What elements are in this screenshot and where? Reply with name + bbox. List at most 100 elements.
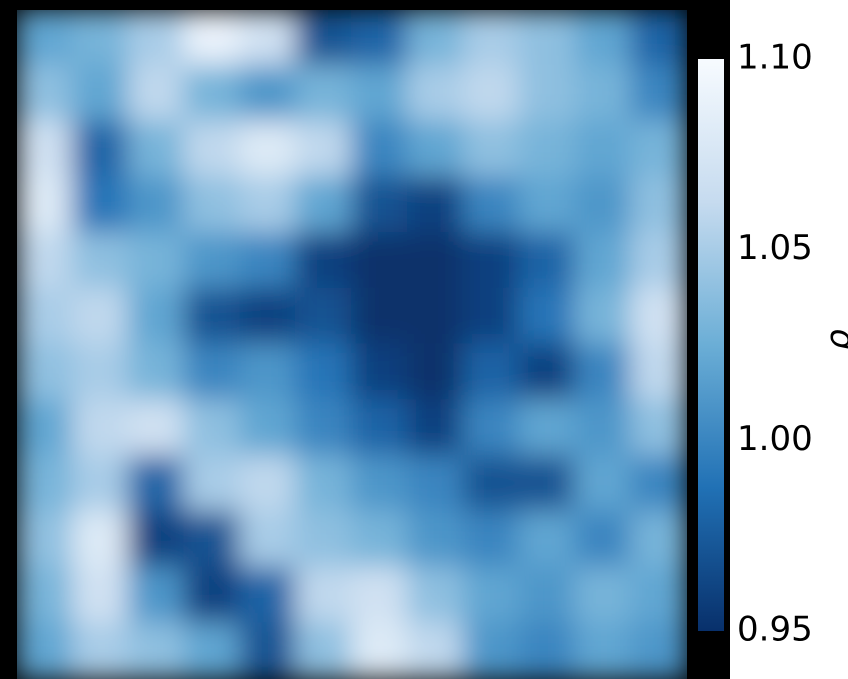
heatmap-cell <box>184 455 242 513</box>
heatmap-cell <box>239 455 297 513</box>
heatmap-cell <box>351 232 409 290</box>
heatmap-cell <box>128 399 186 457</box>
heatmap-cell <box>407 288 465 346</box>
heatmap-cell <box>184 399 242 457</box>
heatmap-cell <box>16 455 74 513</box>
heatmap-cell <box>16 622 74 679</box>
heatmap-cell <box>16 399 74 457</box>
heatmap-cell <box>239 399 297 457</box>
heatmap-cell <box>463 622 521 679</box>
heatmap-cell <box>351 9 409 67</box>
heatmap-cell <box>16 176 74 234</box>
heatmap-cell <box>184 9 242 67</box>
heatmap-cell <box>16 344 74 402</box>
heatmap-cell <box>184 344 242 402</box>
heatmap-cell <box>630 399 688 457</box>
heatmap-cell <box>16 232 74 290</box>
heatmap-cell <box>463 399 521 457</box>
heatmap-cell <box>184 622 242 679</box>
heatmap-cell <box>574 121 632 179</box>
heatmap-cell <box>239 622 297 679</box>
heatmap-cell <box>295 399 353 457</box>
heatmap-cell <box>630 9 688 67</box>
heatmap-cell <box>184 65 242 123</box>
heatmap-cell <box>184 176 242 234</box>
heatmap-cell <box>72 344 130 402</box>
heatmap-cell <box>463 121 521 179</box>
heatmap-cell <box>630 622 688 679</box>
heatmap-cell <box>351 511 409 569</box>
heatmap-cell <box>407 121 465 179</box>
heatmap-cell <box>407 232 465 290</box>
heatmap-cell <box>574 399 632 457</box>
heatmap <box>16 9 688 679</box>
heatmap-cell <box>128 622 186 679</box>
colorbar-tick-label: 1.00 <box>737 419 813 459</box>
heatmap-cell <box>128 176 186 234</box>
colorbar-tick-label: 0.95 <box>737 610 813 650</box>
heatmap-cell <box>72 232 130 290</box>
heatmap-cell <box>72 567 130 625</box>
heatmap-cell <box>574 567 632 625</box>
heatmap-cell <box>351 176 409 234</box>
colorbar <box>698 59 724 631</box>
heatmap-cell <box>463 9 521 67</box>
heatmap-cell <box>630 65 688 123</box>
heatmap-cell <box>184 567 242 625</box>
heatmap-cell <box>519 511 577 569</box>
heatmap-cell <box>239 232 297 290</box>
heatmap-cell <box>519 176 577 234</box>
heatmap-cell <box>463 455 521 513</box>
heatmap-cell <box>72 288 130 346</box>
heatmap-cell <box>72 65 130 123</box>
heatmap-cell <box>351 455 409 513</box>
heatmap-cell <box>519 121 577 179</box>
heatmap-cell <box>463 232 521 290</box>
colorbar-tick-label: 1.10 <box>737 38 813 78</box>
heatmap-cell <box>295 9 353 67</box>
heatmap-cell <box>407 455 465 513</box>
heatmap-cell <box>407 65 465 123</box>
heatmap-cell <box>351 121 409 179</box>
heatmap-cell <box>519 232 577 290</box>
heatmap-cell <box>184 288 242 346</box>
heatmap-cell <box>239 176 297 234</box>
heatmap-cell <box>295 455 353 513</box>
heatmap-cell <box>519 399 577 457</box>
heatmap-cell <box>630 176 688 234</box>
heatmap-cell <box>574 288 632 346</box>
heatmap-cell <box>128 455 186 513</box>
colorbar-tick-label: 1.05 <box>737 228 813 268</box>
heatmap-cell <box>574 9 632 67</box>
heatmap-cell <box>351 567 409 625</box>
heatmap-cell <box>72 511 130 569</box>
heatmap-cell <box>72 176 130 234</box>
heatmap-cell <box>519 622 577 679</box>
heatmap-cell <box>630 344 688 402</box>
heatmap-cell <box>239 9 297 67</box>
heatmap-cell <box>128 121 186 179</box>
heatmap-cell <box>16 9 74 67</box>
heatmap-cell <box>128 567 186 625</box>
heatmap-cell <box>519 567 577 625</box>
heatmap-cell <box>630 232 688 290</box>
heatmap-cell <box>351 344 409 402</box>
heatmap-cell <box>407 622 465 679</box>
heatmap-cell <box>463 511 521 569</box>
heatmap-cell <box>519 65 577 123</box>
heatmap-cell <box>72 9 130 67</box>
heatmap-cell <box>463 176 521 234</box>
heatmap-cell <box>128 511 186 569</box>
heatmap-cell <box>630 567 688 625</box>
heatmap-cell <box>519 344 577 402</box>
heatmap-cell <box>407 511 465 569</box>
heatmap-cell <box>463 567 521 625</box>
heatmap-cell <box>72 399 130 457</box>
heatmap-cell <box>184 121 242 179</box>
heatmap-cell <box>184 511 242 569</box>
heatmap-cell <box>351 622 409 679</box>
heatmap-cell <box>239 65 297 123</box>
heatmap-cell <box>574 65 632 123</box>
heatmap-cell <box>72 455 130 513</box>
heatmap-cell <box>630 455 688 513</box>
